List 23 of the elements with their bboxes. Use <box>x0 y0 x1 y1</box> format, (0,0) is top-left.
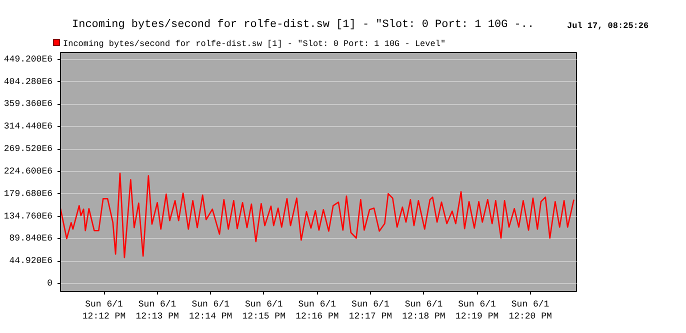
x-tick-label: Sun 6/1 12:16 PM <box>296 300 339 322</box>
x-tick-label: Sun 6/1 12:13 PM <box>136 300 179 322</box>
y-tick-label: 314.440E6 <box>4 122 52 132</box>
y-tick-label: 179.680E6 <box>4 188 52 199</box>
x-tick-label: Sun 6/1 12:18 PM <box>402 300 446 322</box>
text: Jul 17, 08:25:26 <box>567 20 649 32</box>
y-tick-label: 89.840E6 <box>9 234 53 244</box>
y-tick-label: 359.360E6 <box>4 99 52 110</box>
y-tick-label: 224.600E6 <box>4 166 52 176</box>
y-tick-label: 404.280E6 <box>4 76 52 87</box>
y-tick-label: 269.520E6 <box>4 144 52 154</box>
chart-title: Incoming bytes/second for rolfe-dist.sw [1] - "Slot: 0 Port: 1 10G -.. <box>72 18 534 33</box>
legend-label: Incoming bytes/second for rolfe-dist.sw [1] - "Slot: 0 Port: 1 10G - Level" <box>62 38 446 50</box>
y-tick-label: 449.200E6 <box>4 54 52 64</box>
x-tick-label: Sun 6/1 12:17 PM <box>348 300 392 322</box>
y-tick-label: 0 <box>47 278 53 289</box>
x-tick-label: Sun 6/1 12:15 PM <box>242 300 286 322</box>
y-tick-label: 134.760E6 <box>4 211 52 222</box>
x-tick-label: Sun 6/1 12:14 PM <box>188 300 232 322</box>
y-tick-label: 44.920E6 <box>9 256 53 266</box>
x-tick-label: Sun 6/1 12:19 PM <box>455 300 499 322</box>
x-tick-label: Sun 6/1 12:20 PM <box>508 300 552 322</box>
x-tick-label: Sun 6/1 12:12 PM <box>82 300 126 322</box>
